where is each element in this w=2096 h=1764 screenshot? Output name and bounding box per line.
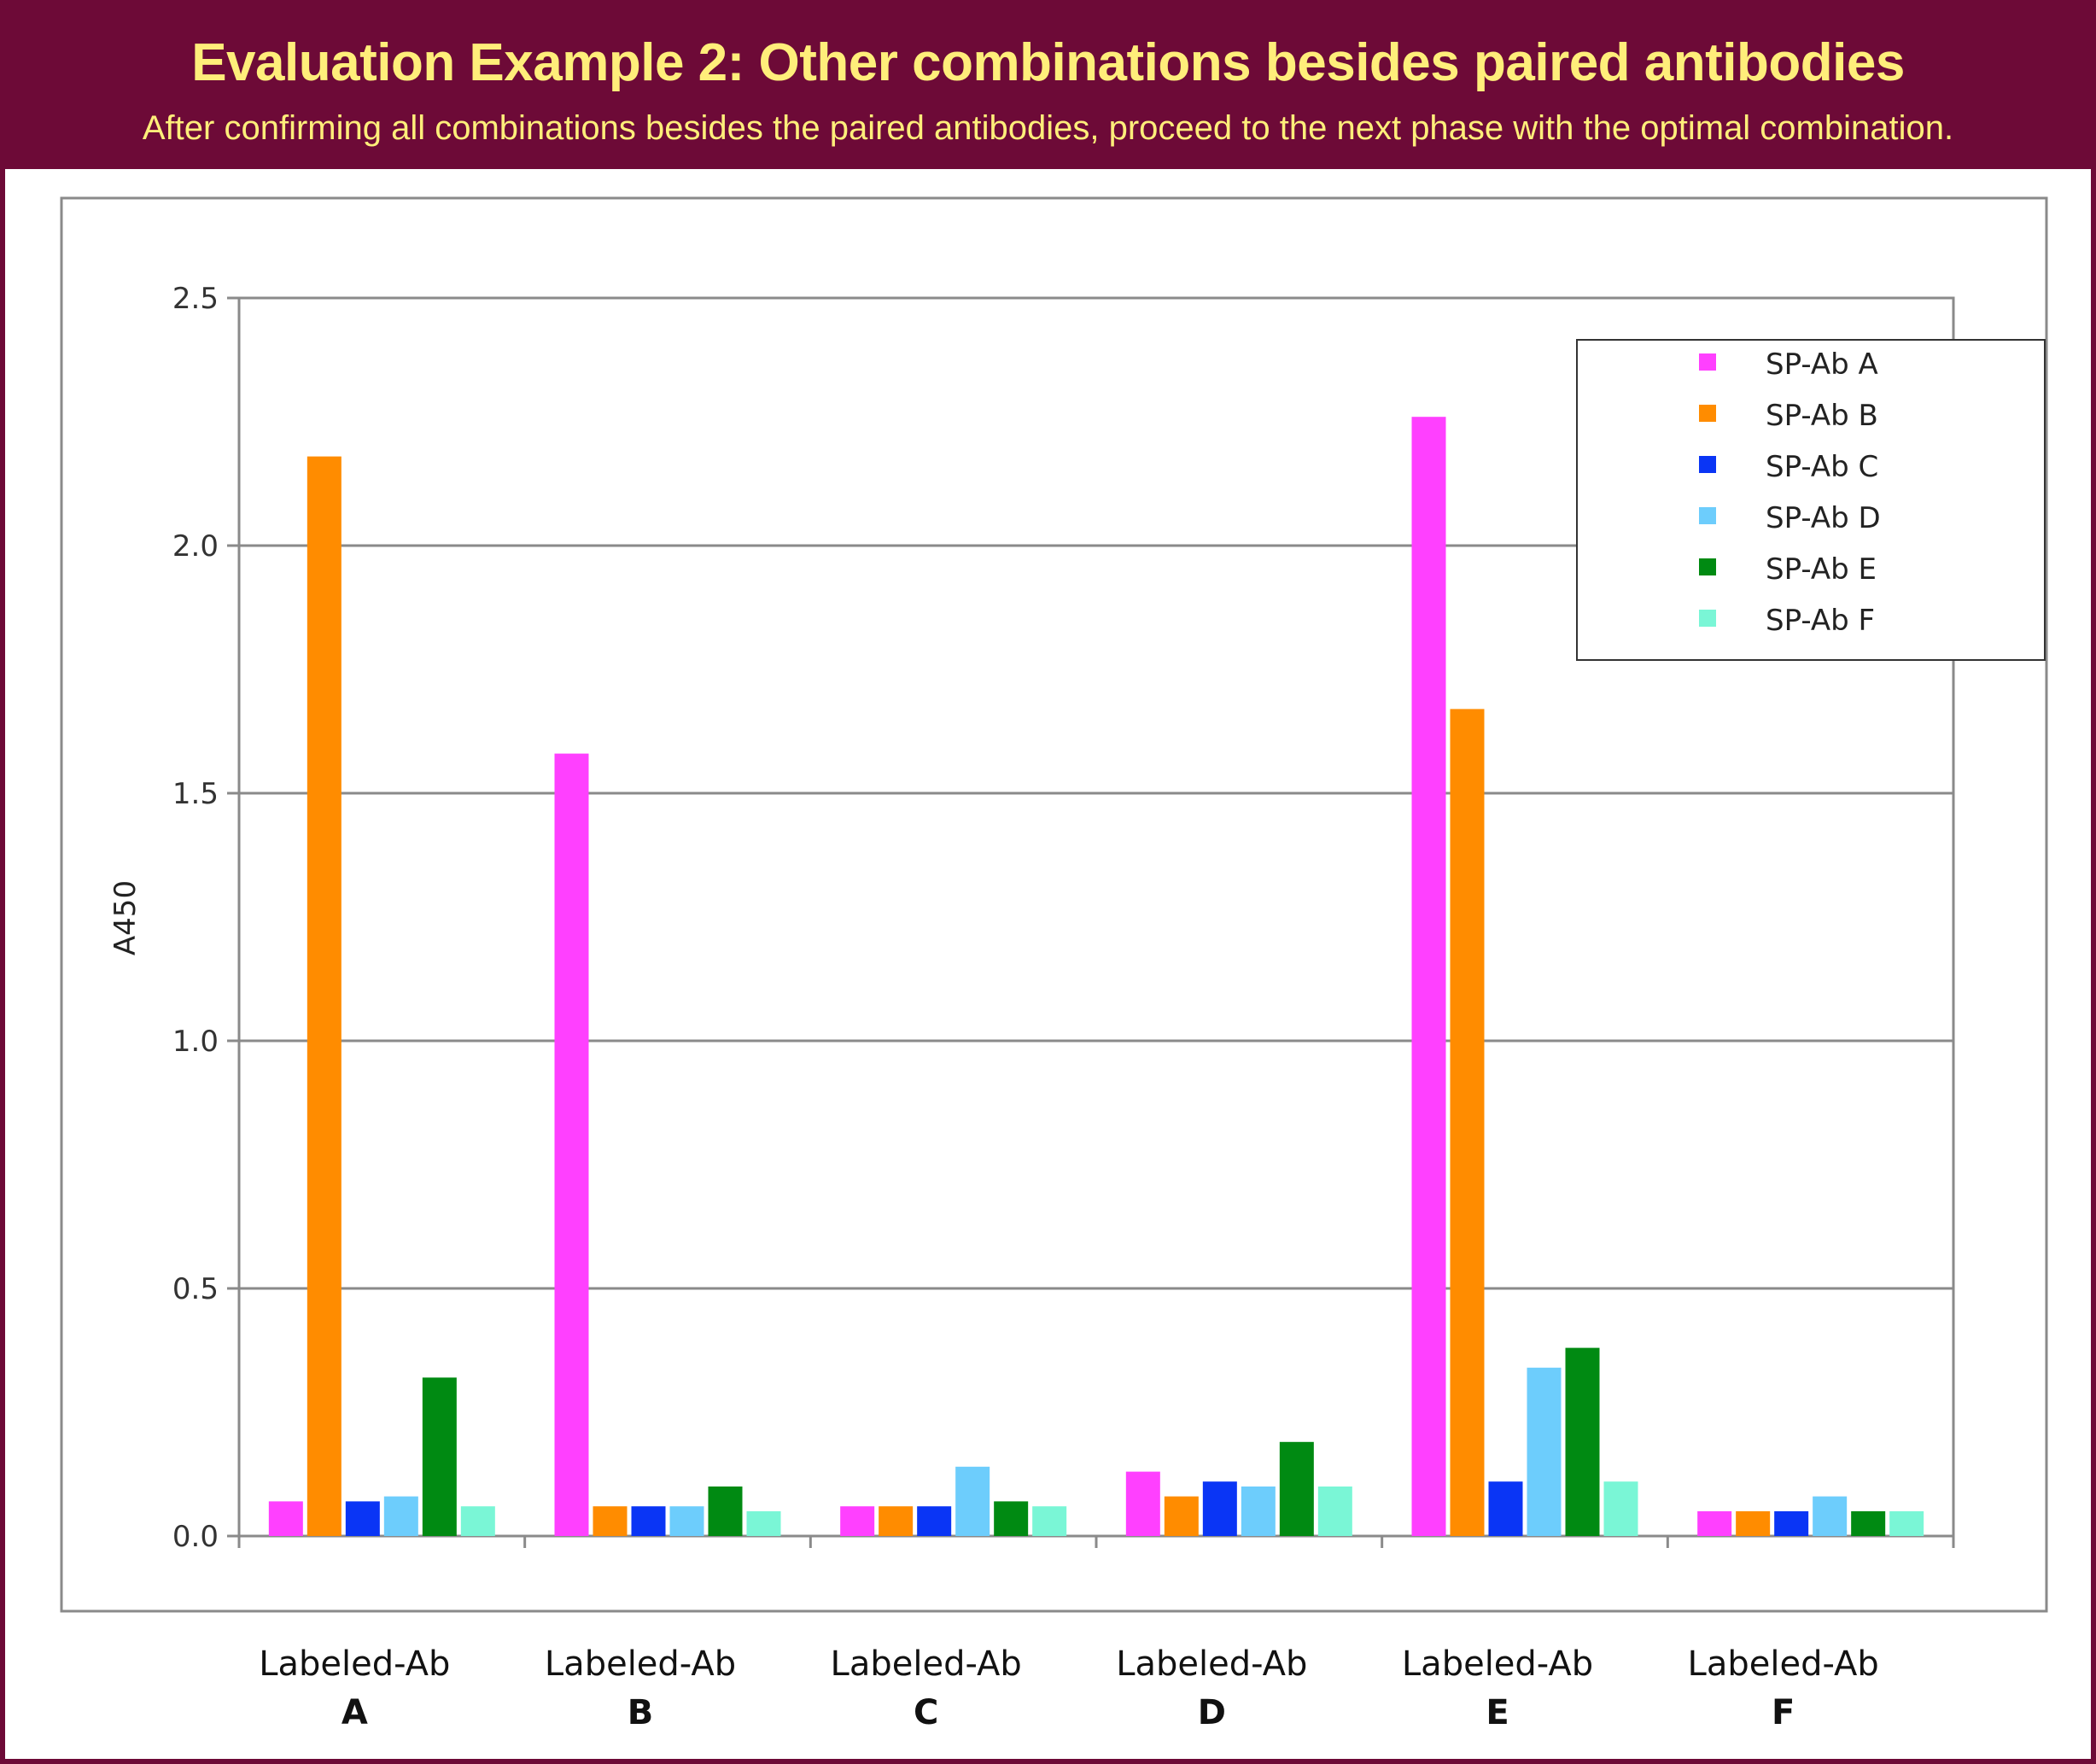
x-tick-label: Labeled-Ab bbox=[1688, 1644, 1879, 1684]
bar bbox=[955, 1466, 990, 1536]
y-axis-ticks: 0.0 0.5 1.0 1.5 2.0 2.5 bbox=[172, 282, 239, 1554]
x-tick-label: Labeled-Ab bbox=[1116, 1644, 1307, 1684]
bar bbox=[879, 1506, 914, 1536]
bar bbox=[1889, 1511, 1924, 1536]
y-tick-label: 1.0 bbox=[172, 1025, 219, 1059]
bar bbox=[994, 1501, 1029, 1536]
bar bbox=[1317, 1487, 1352, 1536]
bar bbox=[1202, 1481, 1237, 1536]
x-tick-label-letter: E bbox=[1486, 1693, 1509, 1732]
x-tick-label: Labeled-Ab bbox=[831, 1644, 1022, 1684]
y-tick-label: 2.0 bbox=[172, 529, 219, 564]
x-tick-label-letter: C bbox=[914, 1693, 938, 1732]
y-tick-label: 1.5 bbox=[172, 777, 219, 811]
x-tick-label: Labeled-Ab bbox=[545, 1644, 736, 1684]
bar bbox=[1527, 1367, 1562, 1536]
x-tick-label: Labeled-Ab bbox=[259, 1644, 450, 1684]
bar bbox=[1736, 1511, 1771, 1536]
chart-subtitle: After confirming all combinations beside… bbox=[142, 109, 1954, 147]
legend-swatch bbox=[1699, 507, 1716, 524]
bar bbox=[345, 1501, 380, 1536]
bar bbox=[268, 1501, 303, 1536]
bar bbox=[460, 1506, 495, 1536]
legend-entry: SP-Ab D bbox=[1766, 501, 1881, 535]
legend-swatch bbox=[1699, 353, 1716, 371]
bar bbox=[1565, 1347, 1600, 1536]
legend-box bbox=[1576, 339, 2046, 661]
header-banner: Evaluation Example 2: Other combinations… bbox=[0, 0, 2096, 169]
bar bbox=[1241, 1487, 1276, 1536]
bar bbox=[554, 753, 589, 1536]
x-tick-label-letter: A bbox=[342, 1693, 368, 1732]
legend-swatch bbox=[1699, 558, 1716, 575]
bar bbox=[840, 1506, 875, 1536]
y-axis-label: A450 bbox=[108, 880, 143, 955]
bar bbox=[1488, 1481, 1523, 1536]
bar bbox=[746, 1511, 781, 1536]
legend-entry: SP-Ab B bbox=[1766, 399, 1878, 433]
x-tick-label-letter: F bbox=[1772, 1693, 1795, 1732]
legend: SP-Ab A SP-Ab B SP-Ab C SP-Ab D SP-Ab E SP-Ab… bbox=[1576, 339, 2046, 661]
chart-title: Evaluation Example 2: Other combinations… bbox=[191, 33, 1905, 92]
bar bbox=[631, 1506, 666, 1536]
bar bbox=[1411, 417, 1446, 1537]
x-axis-ticks: Labeled-Ab A Labeled-Ab B Labeled-Ab C Labeled… bbox=[237, 1536, 1955, 1732]
legend-entry: SP-Ab E bbox=[1766, 552, 1877, 587]
bar bbox=[1032, 1506, 1067, 1536]
legend-entry: SP-Ab A bbox=[1766, 348, 1878, 382]
x-tick-label-letter: D bbox=[1198, 1693, 1226, 1732]
legend-swatch bbox=[1699, 405, 1716, 422]
bar bbox=[669, 1506, 704, 1536]
x-tick-label-letter: B bbox=[628, 1693, 654, 1732]
bar bbox=[1851, 1511, 1886, 1536]
x-tick-label: Labeled-Ab bbox=[1402, 1644, 1593, 1684]
bar bbox=[383, 1496, 418, 1536]
bar bbox=[1813, 1496, 1848, 1536]
bar bbox=[307, 456, 342, 1536]
bar bbox=[1697, 1511, 1732, 1536]
bar bbox=[917, 1506, 952, 1536]
bar bbox=[1164, 1496, 1199, 1536]
bar bbox=[1279, 1441, 1314, 1536]
legend-entry: SP-Ab C bbox=[1766, 450, 1878, 484]
bar bbox=[708, 1487, 743, 1536]
bar bbox=[1603, 1481, 1638, 1536]
legend-swatch bbox=[1699, 610, 1716, 627]
bar bbox=[593, 1506, 628, 1536]
y-tick-label: 2.5 bbox=[172, 282, 219, 316]
bar bbox=[1450, 709, 1485, 1536]
legend-entry: SP-Ab F bbox=[1766, 604, 1875, 638]
bar bbox=[1774, 1511, 1809, 1536]
bars bbox=[268, 417, 1924, 1537]
y-tick-label: 0.0 bbox=[172, 1520, 219, 1554]
bar bbox=[422, 1377, 457, 1536]
bar bbox=[1125, 1471, 1160, 1536]
y-tick-label: 0.5 bbox=[172, 1272, 219, 1306]
legend-swatch bbox=[1699, 456, 1716, 473]
